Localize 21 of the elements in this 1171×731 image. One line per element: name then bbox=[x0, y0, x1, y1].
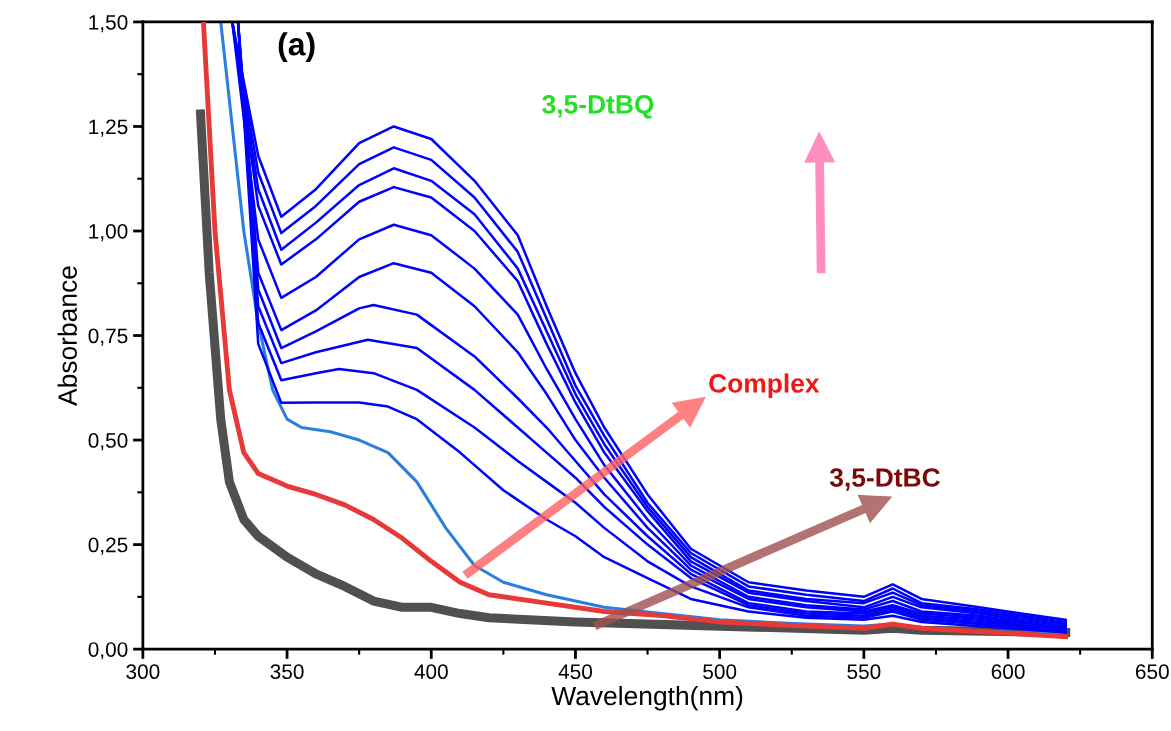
x-tick-label: 450 bbox=[558, 664, 593, 680]
y-tick-label: 0,75 bbox=[88, 328, 128, 346]
x-tick-label: 400 bbox=[414, 664, 448, 680]
x-axis-title: Wavelength(nm) bbox=[551, 685, 743, 711]
y-tick-label: 0,00 bbox=[88, 642, 128, 660]
annotation: (a) bbox=[278, 32, 315, 62]
x-tick-label: 350 bbox=[270, 664, 304, 680]
annotation: 3,5-DtBC bbox=[829, 468, 940, 491]
y-tick-label: 0,25 bbox=[88, 537, 128, 555]
x-tick-label: 550 bbox=[847, 664, 881, 680]
y-tick-label: 1,00 bbox=[89, 224, 128, 242]
x-tick-label: 600 bbox=[991, 664, 1025, 680]
annotation: 3,5-DtBQ bbox=[542, 95, 654, 119]
y-tick-label: 0,50 bbox=[88, 433, 128, 451]
x-tick-label: 300 bbox=[126, 664, 160, 680]
x-tick-label: 650 bbox=[1135, 664, 1169, 680]
x-tick-label: 500 bbox=[703, 664, 737, 680]
annotation: Complex bbox=[709, 373, 820, 398]
y-tick-label: 1,50 bbox=[89, 14, 128, 33]
y-axis-title: Absorbance bbox=[57, 266, 77, 406]
y-tick-label: 1,25 bbox=[89, 119, 128, 137]
